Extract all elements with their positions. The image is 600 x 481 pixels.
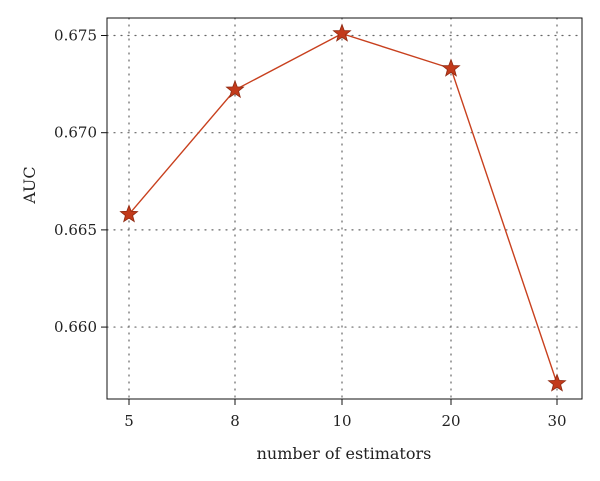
x-tick-label: 10 [332,412,351,430]
data-point-star [332,23,352,42]
y-tick-label: 0.670 [54,124,97,142]
plot-frame [106,17,583,400]
y-axis-title: AUC [20,166,39,204]
grid-layer [106,17,583,400]
y-tick-label: 0.675 [54,26,97,44]
x-tick-label: 20 [441,412,460,430]
x-axis: 5 8 10 20 30 [124,399,567,430]
x-axis-title: number of estimators [257,444,432,463]
data-point-star [441,58,461,77]
series-markers [119,23,567,392]
x-tick-label: 8 [230,412,240,430]
series-line [128,32,558,384]
y-axis: 0.660 0.665 0.670 0.675 [54,26,107,336]
data-point-star [547,373,567,392]
data-point-star [119,204,139,223]
y-tick-label: 0.660 [54,318,97,336]
x-tick-label: 30 [547,412,566,430]
data-point-star [225,79,245,99]
x-tick-label: 5 [124,412,134,430]
y-tick-label: 0.665 [54,221,97,239]
